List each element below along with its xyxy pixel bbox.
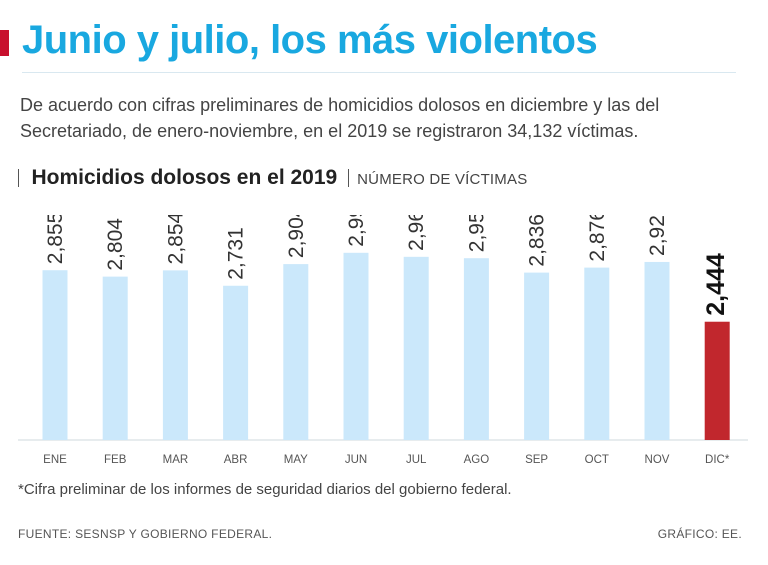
bar-feb <box>102 276 128 440</box>
bar-value-label: 2,836 <box>526 215 549 267</box>
chart-unit-divider <box>347 169 349 187</box>
bar-oct <box>584 267 610 440</box>
bar-ago <box>463 258 489 440</box>
chart-title: Homicidios dolosos en el 2019 <box>31 166 338 189</box>
bar-dic <box>704 321 730 440</box>
bar-chart: 2,855 ENE 2,804 FEB 2,854 MAR 2,731 ABR 2,904 MAY… <box>18 215 748 466</box>
bar-nov <box>644 261 670 440</box>
x-tick-label: AGO <box>464 454 490 466</box>
bar-sep <box>524 272 550 440</box>
bar-value-label: 2,994 <box>345 215 368 247</box>
bar-value-label: 2,951 <box>465 215 488 252</box>
bar-value-label: 2,854 <box>164 215 187 264</box>
bar-jul <box>403 256 429 440</box>
x-tick-label: ENE <box>43 454 67 466</box>
bar-value-label: 2,876 <box>586 215 609 262</box>
bar-ene <box>42 270 68 440</box>
title-divider <box>22 72 736 73</box>
page-title: Junio y julio, los más violentos <box>22 18 598 62</box>
x-tick-label: OCT <box>585 454 609 466</box>
x-tick-label: JUL <box>406 454 427 466</box>
x-tick-label: DIC* <box>705 454 730 466</box>
chart-unit-label: NÚMERO DE VÍCTIMAS <box>357 171 528 188</box>
x-tick-label: NOV <box>645 454 670 466</box>
bar-value-label: 2,921 <box>646 215 669 256</box>
chart-header: Homicidios dolosos en el 2019 NÚMERO DE … <box>18 166 527 190</box>
x-tick-label: SEP <box>525 454 548 466</box>
page-subtitle: De acuerdo con cifras preliminares de ho… <box>20 95 660 141</box>
chart-title-divider <box>18 169 19 187</box>
bar-value-label: 2,855 <box>44 215 67 264</box>
bar-value-label: 2,904 <box>285 215 308 258</box>
x-tick-label: MAR <box>163 454 189 466</box>
bar-value-label: 2,731 <box>225 227 248 280</box>
bar-abr <box>223 285 249 440</box>
graphic-credit: GRÁFICO: EE. <box>657 527 742 541</box>
source-credit: FUENTE: SESNSP Y GOBIERNO FEDERAL. <box>18 527 273 541</box>
x-tick-label: JUN <box>345 454 367 466</box>
x-tick-label: FEB <box>104 454 127 466</box>
bar-jun <box>343 252 369 440</box>
bar-value-label: 2,962 <box>405 215 428 251</box>
x-tick-label: ABR <box>224 454 248 466</box>
x-tick-label: MAY <box>284 454 308 466</box>
bar-mar <box>162 270 188 440</box>
title-accent-bar <box>0 30 9 56</box>
chart-footnote: *Cifra preliminar de los informes de seg… <box>18 481 512 498</box>
bar-may <box>283 264 309 440</box>
bar-value-label: 2,444 <box>702 253 730 316</box>
bar-value-label: 2,804 <box>104 218 127 271</box>
